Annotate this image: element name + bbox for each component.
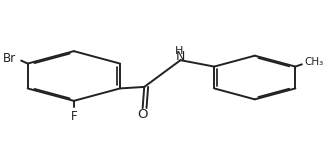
- Text: O: O: [138, 108, 148, 121]
- Text: H: H: [175, 46, 183, 56]
- Text: N: N: [176, 50, 185, 63]
- Text: F: F: [70, 110, 77, 123]
- Text: CH₃: CH₃: [304, 57, 323, 67]
- Text: Br: Br: [3, 52, 16, 65]
